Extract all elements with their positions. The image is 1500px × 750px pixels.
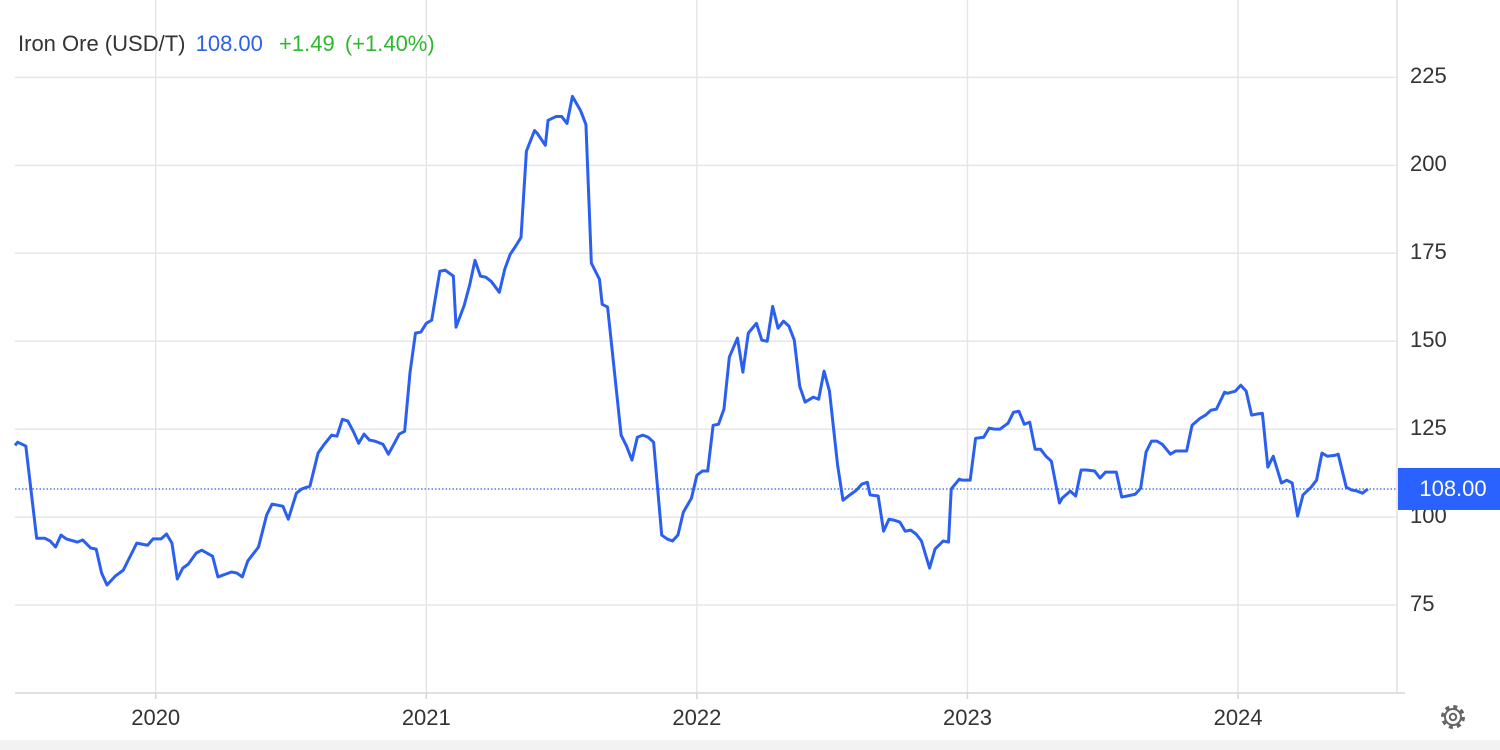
x-tick-label: 2023 [943,705,992,730]
change: +1.49 [279,31,335,56]
gear-body [1444,708,1462,726]
y-tick-label: 150 [1410,327,1447,352]
y-tick-label: 200 [1410,151,1447,176]
price-line [13,94,1369,587]
x-tick-label: 2021 [402,705,451,730]
price-tag-box [1398,467,1500,510]
y-tick-label: 125 [1410,415,1447,440]
y-tick-label: 175 [1410,239,1447,264]
y-tick-label: 225 [1410,63,1447,88]
gear-hole [1448,712,1458,722]
gear-teeth [1441,705,1465,729]
chart-header: Iron Ore (USD/T) 108.00 +1.49 (+1.40%) [18,31,435,56]
x-tick-label: 2024 [1214,705,1263,730]
y-tick-label: 75 [1410,591,1434,616]
x-tick-label: 2020 [131,705,180,730]
settings-icon[interactable] [1441,705,1465,729]
price-tag: 108.00 [1398,467,1500,510]
chart-title: Iron Ore (USD/T) [18,31,185,56]
x-tick-label: 2022 [672,705,721,730]
price-tag-label: 108.00 [1419,476,1486,501]
plot [13,94,1397,587]
bottom-strip [0,740,1500,750]
price: 108.00 [196,31,263,56]
change-percent: (+1.40%) [345,31,435,56]
